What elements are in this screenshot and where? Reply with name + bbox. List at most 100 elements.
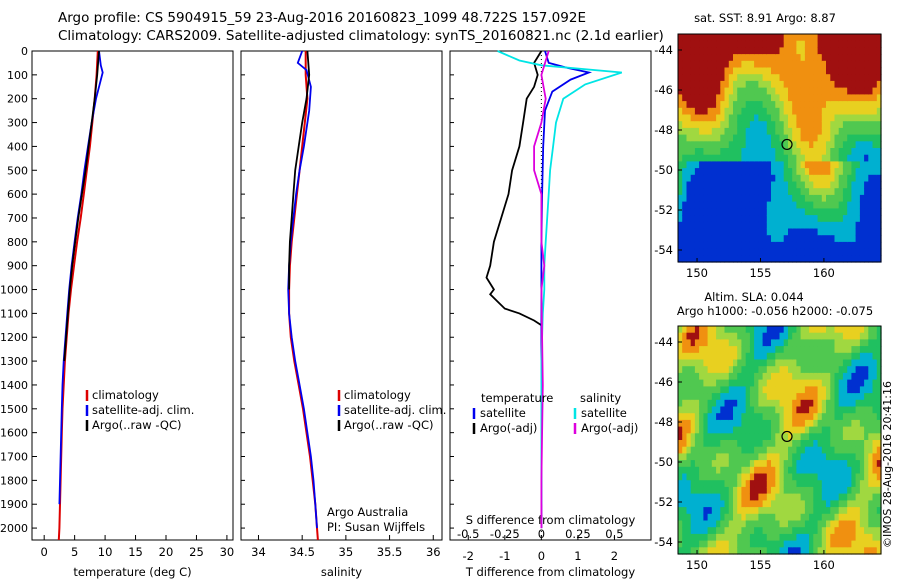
map-cell [834, 379, 840, 387]
map-cell [855, 161, 861, 169]
map-cell [876, 74, 882, 82]
map-cell [724, 174, 730, 183]
map-cell [711, 194, 717, 203]
map-cell [826, 513, 831, 522]
map-cell [690, 513, 696, 522]
map-cell [754, 94, 759, 102]
map-cell [678, 393, 683, 401]
map-cell [771, 466, 776, 475]
map-cell [864, 114, 869, 122]
map-cell [707, 366, 713, 374]
map-cell [859, 221, 865, 230]
map-cell [813, 114, 819, 122]
map-cell [775, 399, 781, 408]
map-cell [809, 527, 814, 535]
salinity-x-tick-label: 36 [426, 545, 441, 559]
map-cell [707, 473, 713, 481]
map-cell [716, 547, 721, 555]
map-cell [771, 221, 776, 230]
map-cell [796, 87, 802, 95]
map-cell [800, 473, 806, 481]
map-cell [728, 352, 734, 361]
map-cell [737, 527, 742, 535]
map-cell [855, 513, 861, 522]
map-cell [745, 426, 751, 434]
map-cell [682, 372, 687, 381]
map-cell [733, 134, 738, 142]
map-cell [686, 359, 692, 367]
map-cell [855, 248, 861, 256]
map-cell [762, 174, 768, 183]
map-cell [699, 399, 704, 408]
map-cell [728, 547, 734, 555]
map-cell [775, 34, 781, 42]
map-cell [783, 248, 789, 256]
map-cell [754, 208, 759, 216]
map-cell [838, 513, 844, 522]
map-cell [859, 339, 865, 347]
map-cell [847, 453, 852, 461]
map-cell [876, 493, 882, 501]
map-cell [678, 67, 683, 75]
map-cell [749, 74, 755, 82]
map-cell [809, 540, 814, 548]
map-cell [838, 486, 844, 495]
depth-tick-label: 1900 [0, 498, 28, 511]
map-cell [758, 181, 764, 189]
map-cell [872, 194, 878, 203]
map-cell [703, 547, 709, 555]
map-cell [859, 446, 865, 454]
map-cell [749, 393, 755, 401]
map-cell [762, 326, 768, 334]
map-cell [821, 399, 827, 408]
map-cell [847, 168, 852, 176]
map-cell [792, 379, 797, 387]
map-cell [788, 181, 793, 189]
map-cell [703, 393, 709, 401]
map-cell [826, 453, 831, 461]
temperature-legend-label: Argo(..raw -QC) [92, 418, 182, 432]
map-cell [855, 399, 861, 408]
map-cell [800, 486, 806, 495]
map-cell [826, 241, 831, 250]
map-cell [855, 413, 861, 421]
map-cell [868, 181, 874, 189]
map-cell [703, 466, 709, 475]
map-cell [699, 533, 704, 542]
map-cell [699, 493, 704, 501]
map-cell [800, 480, 806, 488]
map-cell [842, 107, 848, 116]
map-cell [783, 493, 789, 501]
map-cell [859, 433, 865, 441]
map-cell [851, 547, 857, 555]
map-cell [737, 379, 742, 387]
map-cell [876, 533, 882, 542]
map-cell [745, 134, 751, 142]
map-cell [771, 154, 776, 162]
map-cell [830, 473, 836, 481]
map-cell [813, 500, 819, 508]
map-cell [817, 80, 823, 89]
map-cell [821, 460, 827, 468]
chart-title-line2: Climatology: CARS2009. Satellite-adjuste… [58, 28, 664, 44]
map-cell [792, 359, 797, 367]
sla-lat-tick-label: -46 [654, 375, 673, 389]
map-cell [796, 228, 802, 236]
map-cell [842, 446, 848, 454]
map-cell [788, 47, 793, 55]
map-cell [762, 201, 768, 209]
map-cell [809, 134, 814, 142]
map-cell [707, 101, 713, 109]
map-cell [859, 241, 865, 250]
map-cell [864, 215, 869, 223]
map-cell [741, 520, 747, 528]
map-cell [737, 34, 742, 42]
map-cell [800, 47, 806, 55]
map-cell [834, 533, 840, 542]
map-cell [872, 540, 878, 548]
map-cell [821, 40, 827, 48]
map-cell [788, 426, 793, 434]
map-cell [733, 366, 738, 374]
map-cell [851, 326, 857, 334]
map-cell [842, 181, 848, 189]
